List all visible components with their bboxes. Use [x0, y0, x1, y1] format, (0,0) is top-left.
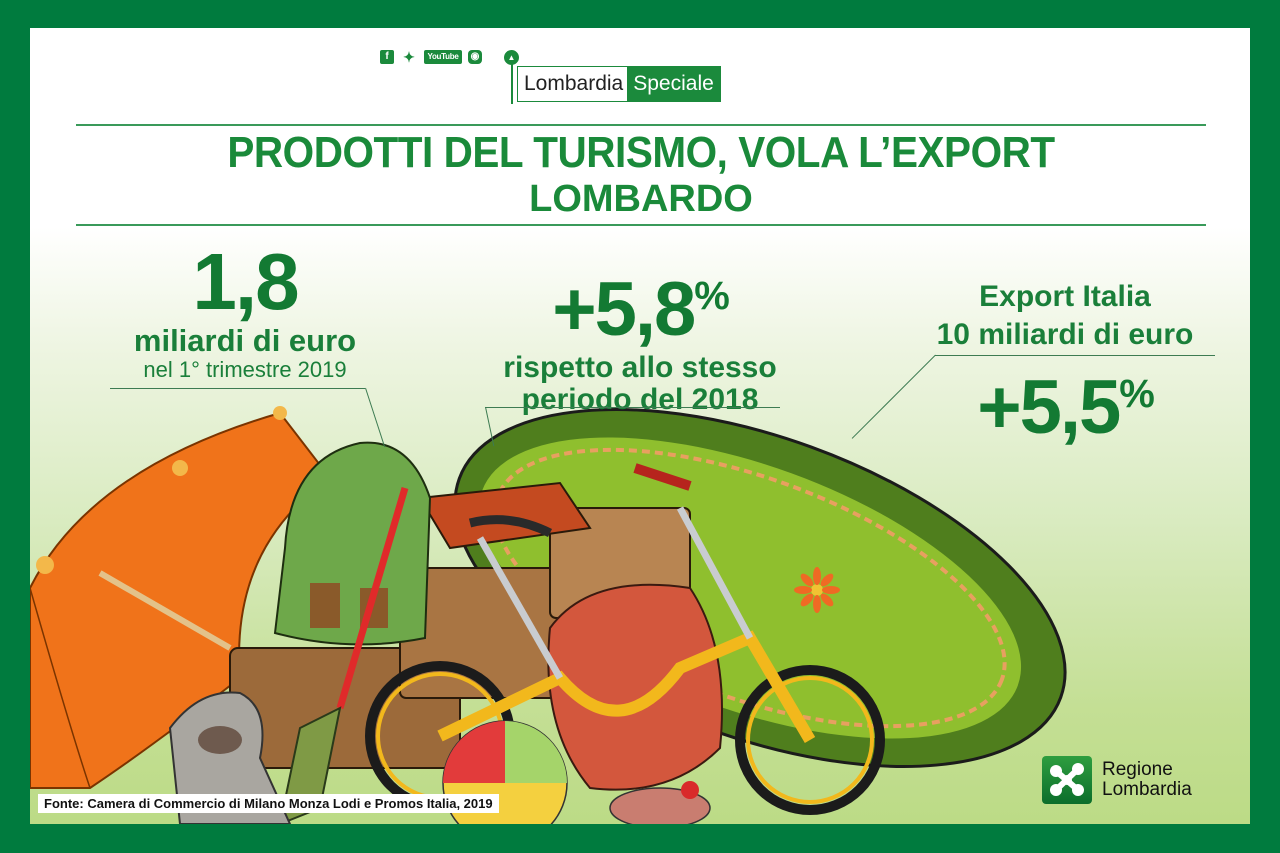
infographic-panel: f ✦ YouTube ◉ ▲ Lombardia Speciale PRODO… [30, 28, 1250, 824]
regione-lombardia-text: Regione Lombardia [1102, 760, 1192, 800]
lombardia-speciale-logo: Lombardia Speciale [517, 66, 721, 102]
stat-label: miliardi di euro [133, 323, 357, 358]
stat-value: +5,5% [977, 365, 1155, 450]
stat-sublabel: nel 1° trimestre 2019 [143, 357, 347, 382]
yellow-bicycle-icon [365, 463, 885, 815]
red-backpack-icon [547, 583, 723, 791]
title-rule-bottom [76, 224, 1206, 226]
callout-line [935, 355, 1215, 356]
youtube-icon[interactable]: YouTube [424, 50, 462, 64]
location-pin-icon: ▲ [504, 50, 519, 65]
regione-lombardia-emblem-icon [1042, 756, 1092, 804]
stat-value: +5,8% [552, 267, 730, 352]
cartoon-rabbit-icon [609, 781, 711, 824]
stat-italy-export: Export Italia 10 miliardi di euro +5,5% [895, 278, 1235, 448]
brand-lombardia: Lombardia [518, 67, 628, 101]
social-icons: f ✦ YouTube ◉ [380, 50, 482, 64]
stat-label-line2: periodo del 2018 [521, 383, 759, 416]
brown-suitcase-icon [229, 481, 691, 769]
headline-line2: LOMBARDO [529, 178, 753, 220]
callout-line [110, 388, 365, 389]
instagram-icon[interactable]: ◉ [468, 50, 482, 64]
title-rule-top [76, 124, 1206, 126]
brand-speciale: Speciale [627, 67, 720, 101]
callout-pointer [365, 387, 386, 448]
stat-value: 1,8 [192, 237, 299, 326]
green-backpack-icon [273, 441, 432, 646]
headline-line1: PRODOTTI DEL TURISMO, VOLA L’EXPORT [227, 128, 1055, 177]
callout-line [485, 407, 780, 408]
orange-umbrella-icon [30, 406, 332, 789]
stat-lombardy-export-value: 1,8 miliardi di euro nel 1° trimestre 20… [110, 240, 380, 382]
red-pole [336, 487, 409, 709]
pin-connector [511, 64, 513, 104]
logo-line1: Regione [1102, 759, 1173, 780]
stat-label-line1: Export Italia [979, 280, 1151, 313]
stat-lombardy-growth: +5,8% rispetto allo stesso periodo del 2… [460, 254, 820, 416]
stat-label-line1: rispetto allo stesso [503, 351, 777, 384]
logo-line2: Lombardia [1102, 779, 1192, 800]
twitter-icon[interactable]: ✦ [403, 49, 415, 65]
source-caption: Fonte: Camera di Commercio di Milano Mon… [38, 794, 499, 813]
regione-lombardia-logo: Regione Lombardia [1042, 756, 1192, 804]
stat-label-line2: 10 miliardi di euro [936, 318, 1194, 351]
facebook-icon[interactable]: f [380, 50, 394, 64]
